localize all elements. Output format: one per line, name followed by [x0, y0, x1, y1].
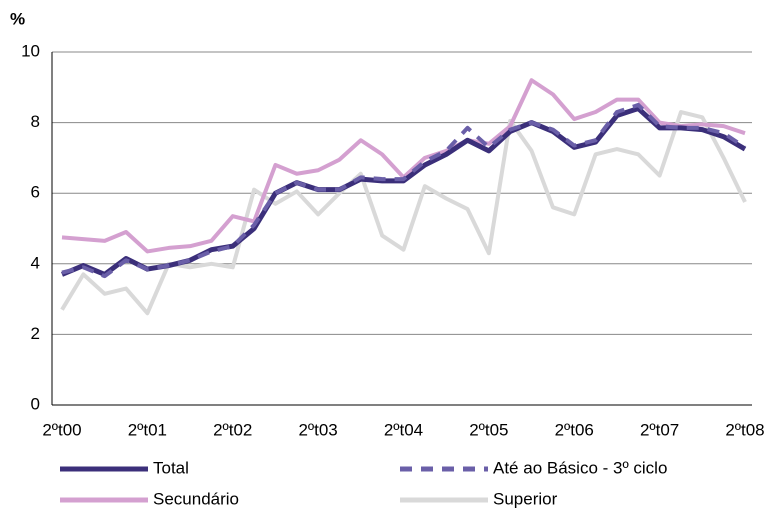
x-tick-label: 2ºt06 — [555, 420, 594, 439]
x-tick-label: 2ºt04 — [384, 420, 423, 439]
x-tick-label: 2ºt03 — [298, 420, 337, 439]
legend-label: Total — [153, 458, 189, 477]
x-tick-label: 2ºt01 — [128, 420, 167, 439]
y-tick-label: 2 — [31, 324, 40, 343]
y-tick-label: 4 — [31, 253, 40, 272]
x-tick-label: 2ºt08 — [725, 420, 764, 439]
y-tick-label: 10 — [21, 41, 40, 60]
x-tick-label: 2ºt05 — [469, 420, 508, 439]
y-tick-label: 0 — [31, 394, 40, 413]
legend-label: Até ao Básico - 3º ciclo — [493, 458, 667, 477]
legend-label: Superior — [493, 489, 558, 508]
y-tick-label: 6 — [31, 183, 40, 202]
x-tick-label: 2ºt00 — [42, 420, 81, 439]
series-line — [60, 110, 747, 316]
legend-label: Secundário — [153, 489, 239, 508]
series-line — [61, 78, 746, 254]
y-axis-label: % — [10, 9, 25, 28]
x-tick-label: 2ºt02 — [213, 420, 252, 439]
series-line — [61, 102, 747, 279]
x-tick-label: 2ºt07 — [640, 420, 679, 439]
y-tick-label: 8 — [31, 112, 40, 131]
